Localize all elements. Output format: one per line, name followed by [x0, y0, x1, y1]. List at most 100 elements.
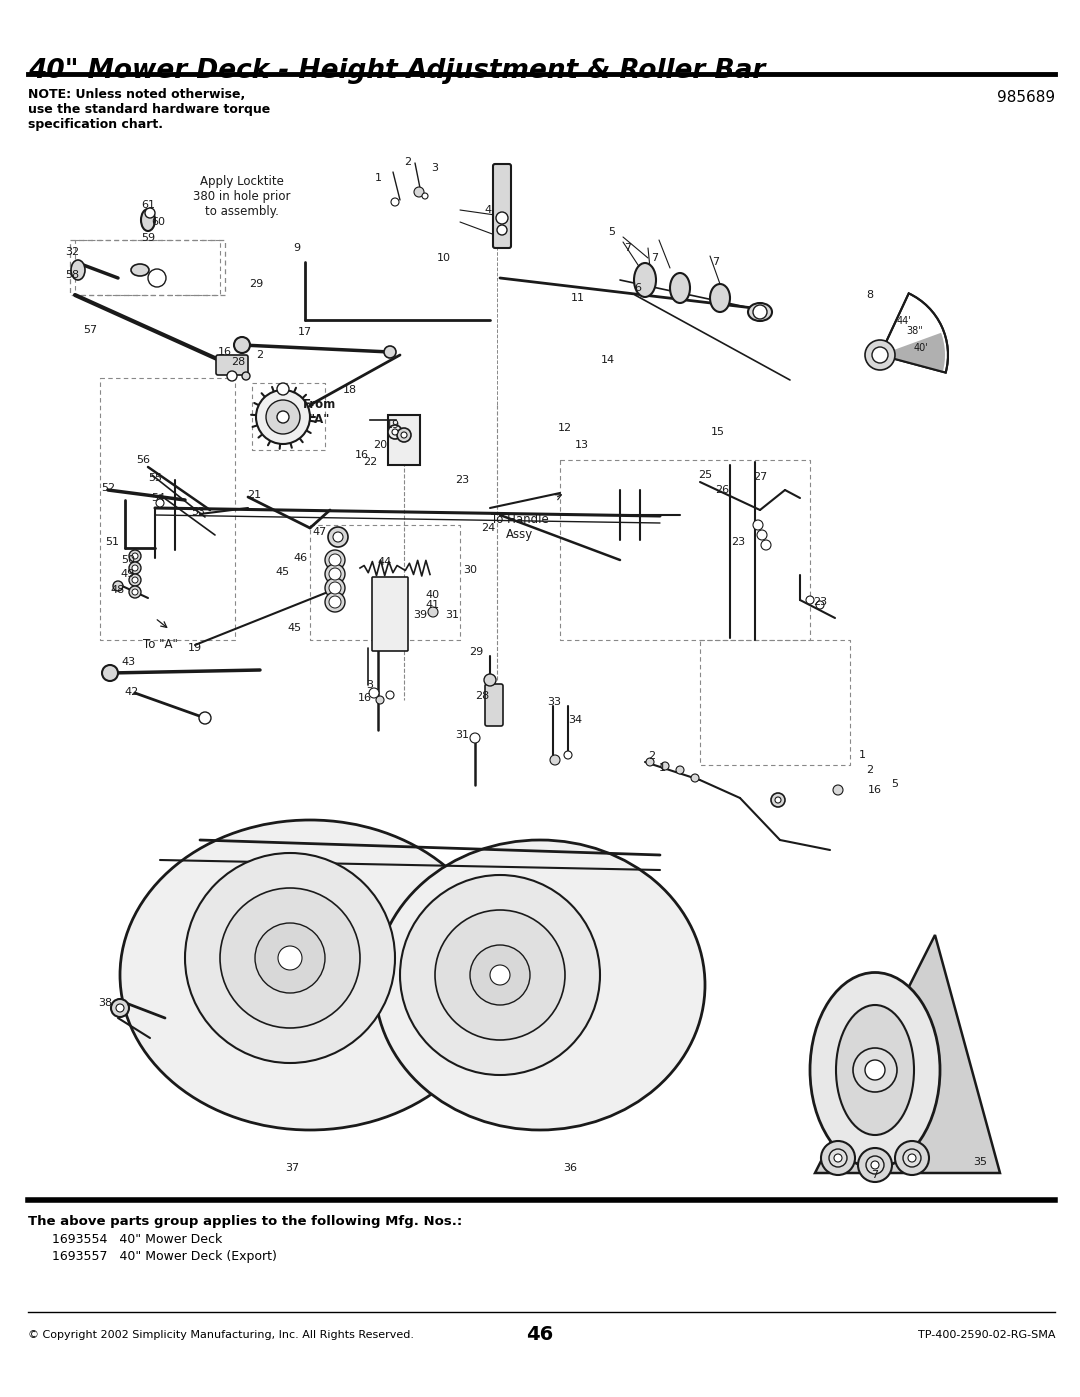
Text: 37: 37 — [285, 1162, 299, 1173]
Text: 2: 2 — [404, 156, 411, 168]
Circle shape — [865, 339, 895, 370]
Circle shape — [148, 270, 166, 286]
Text: 52: 52 — [100, 483, 116, 493]
Circle shape — [470, 733, 480, 743]
Text: 51: 51 — [105, 536, 119, 548]
Circle shape — [132, 553, 138, 559]
Circle shape — [829, 1148, 847, 1166]
Text: 30: 30 — [463, 564, 477, 576]
Circle shape — [757, 529, 767, 541]
Circle shape — [369, 687, 379, 698]
Text: 23: 23 — [731, 536, 745, 548]
Text: 53: 53 — [191, 507, 205, 517]
Text: 58: 58 — [65, 270, 79, 279]
Circle shape — [428, 608, 438, 617]
Text: 8: 8 — [866, 291, 874, 300]
Text: 19: 19 — [386, 420, 400, 430]
Circle shape — [242, 372, 249, 380]
Text: 43: 43 — [121, 657, 135, 666]
Circle shape — [908, 1154, 916, 1162]
Ellipse shape — [670, 272, 690, 303]
FancyBboxPatch shape — [372, 577, 408, 651]
Text: To Handle
Assy: To Handle Assy — [491, 513, 549, 541]
Text: 16: 16 — [357, 693, 372, 703]
Text: 57: 57 — [83, 326, 97, 335]
Circle shape — [401, 432, 407, 439]
Text: 15: 15 — [711, 427, 725, 437]
Text: From
"A": From "A" — [303, 398, 337, 426]
Circle shape — [129, 585, 141, 598]
Text: 40': 40' — [914, 342, 929, 352]
Circle shape — [550, 754, 561, 766]
Circle shape — [484, 673, 496, 686]
Circle shape — [102, 665, 118, 680]
Circle shape — [325, 592, 345, 612]
Circle shape — [775, 798, 781, 803]
Circle shape — [895, 1141, 929, 1175]
Circle shape — [853, 1048, 897, 1092]
Text: 48: 48 — [111, 585, 125, 595]
Circle shape — [329, 583, 341, 594]
Text: 16: 16 — [218, 346, 232, 358]
Circle shape — [872, 346, 888, 363]
Ellipse shape — [810, 972, 940, 1168]
Text: 34: 34 — [568, 715, 582, 725]
Circle shape — [388, 425, 402, 439]
Circle shape — [129, 574, 141, 585]
Text: 7: 7 — [624, 243, 632, 253]
Text: 32: 32 — [65, 247, 79, 257]
Circle shape — [414, 187, 424, 197]
Text: specification chart.: specification chart. — [28, 117, 163, 131]
Circle shape — [220, 888, 360, 1028]
Text: 1693554   40" Mower Deck: 1693554 40" Mower Deck — [52, 1234, 222, 1246]
Circle shape — [903, 1148, 921, 1166]
Text: 3: 3 — [432, 163, 438, 173]
Text: 23: 23 — [455, 475, 469, 485]
Circle shape — [266, 400, 300, 434]
Circle shape — [771, 793, 785, 807]
Circle shape — [821, 1141, 855, 1175]
Ellipse shape — [71, 260, 85, 279]
Text: 19: 19 — [188, 643, 202, 652]
Ellipse shape — [120, 820, 500, 1130]
Text: 18: 18 — [343, 386, 357, 395]
Circle shape — [113, 581, 123, 591]
Text: 46: 46 — [526, 1324, 554, 1344]
Text: 29: 29 — [469, 647, 483, 657]
Circle shape — [145, 208, 156, 218]
Text: 14: 14 — [600, 355, 616, 365]
Circle shape — [753, 305, 767, 319]
Circle shape — [256, 390, 310, 444]
Circle shape — [397, 427, 411, 441]
Circle shape — [329, 569, 341, 580]
Polygon shape — [815, 935, 1000, 1173]
Circle shape — [470, 944, 530, 1004]
Circle shape — [116, 1004, 124, 1011]
Circle shape — [392, 429, 399, 434]
Text: 44: 44 — [378, 557, 392, 567]
Circle shape — [325, 550, 345, 570]
Circle shape — [833, 785, 843, 795]
Text: 1: 1 — [859, 750, 865, 760]
Text: 28: 28 — [231, 358, 245, 367]
Circle shape — [376, 696, 384, 704]
Circle shape — [325, 564, 345, 584]
Text: 56: 56 — [136, 455, 150, 465]
Text: To "A": To "A" — [143, 638, 177, 651]
Text: 10: 10 — [437, 253, 451, 263]
Circle shape — [132, 590, 138, 595]
Text: use the standard hardware torque: use the standard hardware torque — [28, 103, 270, 116]
Circle shape — [234, 337, 249, 353]
Text: 38: 38 — [98, 997, 112, 1009]
Circle shape — [816, 601, 824, 609]
Circle shape — [384, 346, 396, 358]
Circle shape — [132, 577, 138, 583]
Text: 28: 28 — [475, 692, 489, 701]
Circle shape — [156, 499, 164, 507]
Circle shape — [564, 752, 572, 759]
Text: 31: 31 — [455, 731, 469, 740]
Text: 26: 26 — [715, 485, 729, 495]
FancyBboxPatch shape — [485, 685, 503, 726]
Ellipse shape — [141, 210, 156, 231]
Circle shape — [278, 946, 302, 970]
